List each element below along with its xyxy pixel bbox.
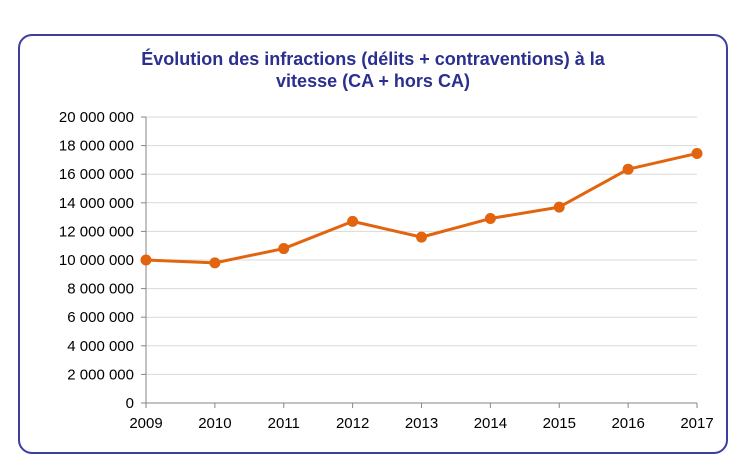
y-tick-label: 8 000 000 — [67, 281, 134, 298]
x-tick-label: 2014 — [474, 415, 507, 432]
data-point — [209, 257, 221, 269]
data-point — [278, 243, 290, 255]
data-point — [416, 231, 427, 243]
y-tick-label: 16 000 000 — [59, 166, 134, 183]
x-tick-label: 2009 — [129, 415, 162, 432]
data-point — [553, 201, 565, 213]
y-tick-label: 10 000 000 — [59, 252, 134, 269]
chart-title-line-2: vitesse (CA + hors CA) — [276, 71, 470, 91]
y-tick-label: 4 000 000 — [67, 338, 134, 355]
y-tick-label: 2 000 000 — [67, 366, 134, 383]
x-tick-label: 2011 — [268, 415, 300, 432]
chart-frame — [18, 34, 728, 454]
y-tick-label: 0 — [126, 395, 134, 412]
y-tick-label: 18 000 000 — [59, 138, 134, 155]
y-tick-label: 12 000 000 — [59, 223, 134, 240]
y-tick-label: 6 000 000 — [67, 309, 134, 326]
x-tick-label: 2013 — [405, 415, 438, 432]
x-tick-label: 2015 — [543, 415, 576, 432]
x-tick-label: 2016 — [611, 415, 644, 432]
data-point — [140, 254, 152, 266]
chart-title: Évolution des infractions (délits + cont… — [18, 48, 728, 92]
x-tick-label: 2017 — [680, 415, 713, 432]
data-point — [484, 213, 496, 225]
y-tick-label: 20 000 000 — [59, 109, 134, 126]
x-tick-label: 2012 — [336, 415, 369, 432]
x-tick-label: 2010 — [198, 415, 231, 432]
data-point — [622, 163, 634, 175]
series-line — [145, 152, 698, 265]
data-point — [347, 215, 359, 227]
data-point — [691, 147, 703, 159]
y-tick-label: 14 000 000 — [59, 195, 134, 212]
chart-title-line-1: Évolution des infractions (délits + cont… — [141, 49, 605, 69]
